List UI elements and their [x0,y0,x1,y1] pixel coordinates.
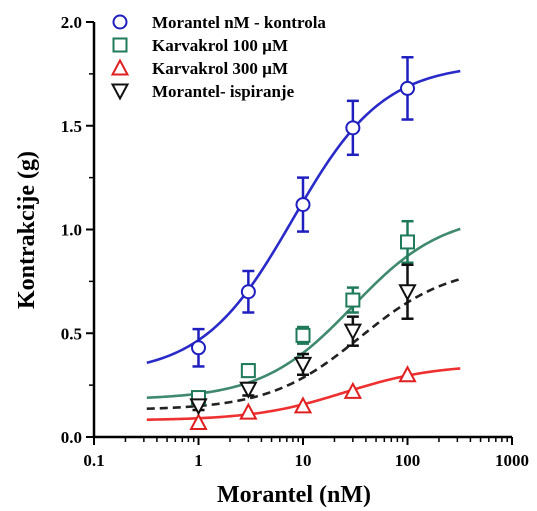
y-tick-label: 0.0 [61,428,82,447]
x-tick-label: 1000 [495,451,529,470]
data-markers [189,80,417,430]
legend-entry: Morantel- ispiranje [152,82,295,101]
y-tick-label: 1.0 [61,221,82,240]
data-point [345,292,361,308]
data-point [400,234,415,250]
y-tick-label: 1.5 [61,117,82,136]
data-point [345,120,361,136]
y-axis-title: Kontrakcije (g) [14,151,40,309]
x-tick-label: 10 [295,451,312,470]
data-point [240,363,256,379]
legend-marker [112,14,128,30]
legend: Morantel nM - kontrola Karvakrol 100 µM Ka… [110,13,326,101]
legend-entry: Morantel nM - kontrola [152,13,326,32]
data-point [343,323,363,341]
data-point [239,381,258,399]
data-point [295,327,311,343]
x-tick-label: 100 [395,451,421,470]
data-point [239,402,258,420]
ticks: 0.1 1 10 100 1000 0.0 0.5 1.0 1.5 2.0 [61,13,529,470]
data-point [189,398,208,416]
legend-entry: Karvakrol 300 µM [152,59,288,78]
y-tick-label: 2.0 [61,13,82,32]
x-axis-title: Morantel (nM) [217,482,371,508]
x-tick-label: 0.1 [83,451,104,470]
data-point [191,340,206,356]
legend-marker [110,58,130,76]
legend-marker [110,83,130,101]
data-point [295,197,311,213]
data-point [398,284,417,302]
data-point [293,356,313,374]
legend-entry: Karvakrol 100 µM [152,36,288,55]
data-point [400,80,415,96]
x-tick-label: 1 [194,451,203,470]
data-point [343,381,363,399]
data-point [240,284,256,300]
data-point [189,412,208,430]
legend-marker [112,37,128,53]
y-tick-label: 0.5 [61,324,82,343]
data-point [398,365,417,383]
data-point [293,396,313,414]
